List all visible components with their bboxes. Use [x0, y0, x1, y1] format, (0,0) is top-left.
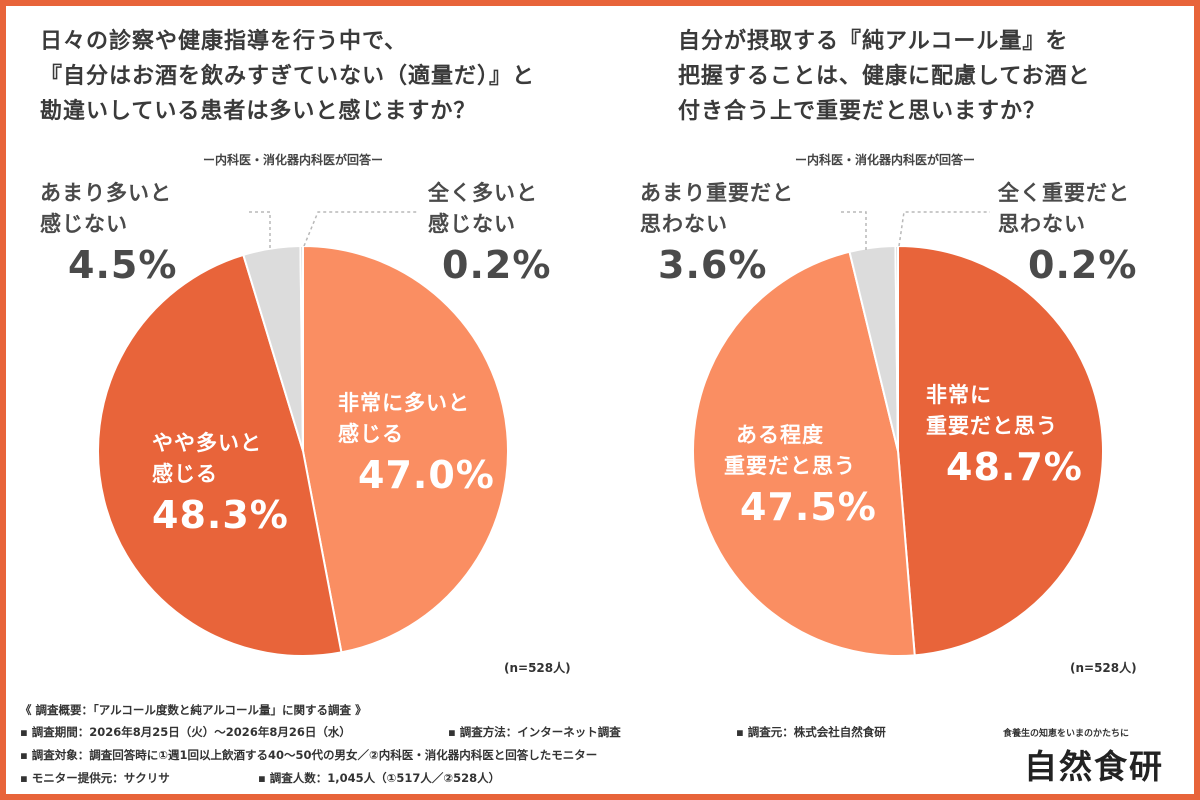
- survey-method: ▪ 調査方法：インターネット調査: [448, 725, 621, 739]
- chart2-title: 自分が摂取する『純アルコール量』を 把握することは、健康に配慮してお酒と 付き合…: [678, 29, 1091, 124]
- chart1-slice-1: [302, 244, 509, 654]
- brand-tagline: 食養生の知恵をいまのかたちに: [1003, 729, 1130, 739]
- chart1-leader-line-3: [246, 211, 271, 248]
- chart2-slice3-label: あまり重要だと 思わない 3.6%: [640, 181, 794, 287]
- survey-provider: ▪ モニター提供元：サクリサ: [20, 771, 170, 785]
- survey-period: ▪ 調査期間：2026年8月25日（火）〜2026年8月26日（水）: [20, 725, 351, 739]
- survey-overview: 《 調査概要：「アルコール度数と純アルコール量」に関する調査 》: [20, 703, 367, 717]
- chart1-title: 日々の診察や健康指導を行う中で、 『自分はお酒を飲みすぎていない（適量だ）』と …: [40, 29, 536, 124]
- chart2-subtitle: ー内科医・消化器内科医が回答ー: [795, 153, 976, 167]
- chart1-slice4-label: 全く多いと 感じない 0.2%: [428, 181, 552, 287]
- survey-source: ▪ 調査元：株式会社自然食研: [736, 725, 886, 739]
- chart1-slice-4: [299, 244, 304, 452]
- chart1-sample-size: (n=528人): [504, 661, 571, 675]
- chart2-slice2-label: ある程度 重要だと思う 47.5%: [724, 423, 877, 529]
- chart1-slice1-label: 非常に多いと 感じる 47.0%: [338, 391, 495, 497]
- survey-target: ▪ 調査対象：調査回答時に①週1回以上飲酒する40〜50代の男女／②内科医・消化…: [20, 748, 598, 762]
- survey-count: ▪ 調査人数：1,045人（①517人／②528人）: [258, 771, 501, 785]
- chart2-sample-size: (n=528人): [1070, 661, 1137, 675]
- chart2-leader-line-4: [898, 211, 990, 247]
- chart2-slice-1: [897, 244, 1104, 657]
- chart2-slice-4: [894, 244, 899, 452]
- chart2-slice4-label: 全く重要だと 思わない 0.2%: [998, 181, 1138, 287]
- chart1-leader-line-4: [303, 211, 418, 247]
- chart1-slice2-label: やや多いと 感じる 48.3%: [152, 431, 289, 537]
- chart1-subtitle: ー内科医・消化器内科医が回答ー: [203, 153, 384, 167]
- brand-logo: 自然食研: [1024, 747, 1164, 786]
- chart2-slice1-label: 非常に 重要だと思う 48.7%: [926, 383, 1083, 489]
- chart1-slice3-label: あまり多いと 感じない 4.5%: [40, 181, 178, 287]
- chart2-slice-2: [692, 250, 916, 657]
- chart1-slice-2: [97, 253, 343, 657]
- chart2-leader-line-3: [838, 211, 867, 250]
